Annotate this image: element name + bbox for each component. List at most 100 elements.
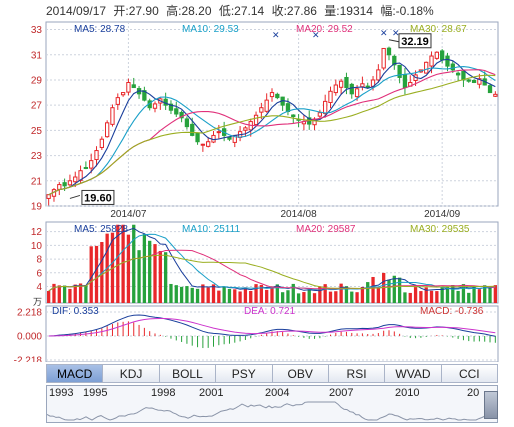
candle-body <box>381 47 386 69</box>
candle-body <box>243 127 248 131</box>
volume-bar <box>413 287 418 303</box>
price-ma-line <box>48 58 496 196</box>
indicator-tabs: MACD KDJ BOLL PSY OBV RSI WVAD CCI <box>46 364 498 383</box>
price-ytick-label: 33 <box>31 25 43 36</box>
volume-bar <box>116 224 120 303</box>
candle-body <box>397 64 402 78</box>
volume-bar <box>249 291 253 303</box>
volume-bar <box>52 283 56 303</box>
price-ytick-label: 19 <box>31 202 43 213</box>
macd-ytick-label: -2.218 <box>14 356 43 363</box>
candle-body <box>434 51 439 59</box>
ex-dividend-marker: ✕ <box>272 30 280 40</box>
volume-bar <box>169 283 173 303</box>
price-xtick-label: 2014/08 <box>281 209 318 220</box>
candle-body <box>200 143 206 146</box>
volume-ytick-label: 6 <box>36 268 42 279</box>
ex-dividend-marker: ✕ <box>392 28 400 38</box>
volume-bar <box>435 291 439 303</box>
timeline-year-label: 2001 <box>199 387 224 399</box>
volume-bar <box>270 286 274 303</box>
volume-bar <box>201 284 205 303</box>
volume-unit-label: 万 <box>33 297 42 307</box>
volume-bar <box>424 287 428 303</box>
tab-macd[interactable]: MACD <box>46 364 103 383</box>
price-ma-line <box>48 74 496 196</box>
timeline-year-label: 20 <box>467 387 480 399</box>
timeline-navigator[interactable]: 1993 1995 1998 2001 2004 2007 2010 20 <box>46 385 498 423</box>
volume-bar <box>302 292 306 303</box>
candle-body <box>73 176 78 183</box>
volume-bar <box>153 244 157 303</box>
volume-bar <box>339 283 343 303</box>
volume-bar <box>163 252 168 303</box>
volume-bar <box>323 284 327 303</box>
volume-bar <box>195 288 200 303</box>
volume-bar <box>328 291 333 303</box>
candle-body <box>386 47 392 56</box>
volume-bar <box>307 289 311 303</box>
candle-body <box>105 122 110 138</box>
min-label-box <box>81 189 115 205</box>
price-ytick-label: 29 <box>31 75 43 86</box>
volume-bar <box>440 287 444 303</box>
tab-wvad[interactable]: WVAD <box>384 364 441 383</box>
candle-body <box>168 103 174 111</box>
candle-body <box>83 167 89 170</box>
volume-bar <box>227 288 232 303</box>
price-ytick-label: 23 <box>31 151 43 162</box>
tab-obv[interactable]: OBV <box>271 364 328 383</box>
candle-body <box>461 70 466 81</box>
candle-body <box>89 160 94 169</box>
volume-bar <box>291 283 295 303</box>
volume-bar <box>68 288 72 303</box>
volume-bar <box>243 287 248 303</box>
volume-bar <box>132 224 136 303</box>
candle-body <box>365 85 370 89</box>
volume-bar <box>185 286 189 303</box>
candle-body <box>269 92 275 98</box>
timeline-year-label: 2007 <box>329 387 354 399</box>
volume-bar <box>392 275 396 303</box>
candle-body <box>445 55 450 67</box>
tab-psy[interactable]: PSY <box>215 364 272 383</box>
min-pointer <box>69 194 81 199</box>
tab-rsi[interactable]: RSI <box>327 364 385 383</box>
candle-body <box>477 78 482 85</box>
candle-body <box>291 114 296 118</box>
macd-dea-line <box>48 318 496 337</box>
timeline-handle-right[interactable] <box>484 391 498 419</box>
candle-body <box>195 132 200 143</box>
candle-body <box>174 108 179 115</box>
volume-bar <box>94 245 99 303</box>
volume-bar <box>483 285 487 303</box>
volume-ma-line <box>48 233 496 292</box>
candle-body <box>360 83 365 88</box>
candle-body <box>333 84 338 94</box>
volume-bar <box>461 284 466 303</box>
tab-kdj[interactable]: KDJ <box>102 364 159 383</box>
price-ytick-label: 21 <box>31 176 43 187</box>
candle-body <box>120 92 126 96</box>
max-pointer <box>388 39 400 43</box>
price-legend-entry: MA30: 28.67 <box>410 24 467 35</box>
price-xtick-label: 2014/07 <box>110 209 147 220</box>
timeline-year-label: 1995 <box>83 387 108 399</box>
candle-body <box>115 97 120 105</box>
candle-body <box>57 184 62 190</box>
candle-body <box>110 107 115 125</box>
volume-bar <box>387 279 391 303</box>
volume-bar <box>148 240 152 303</box>
price-ytick-label: 27 <box>31 101 43 112</box>
candle-body <box>455 72 461 76</box>
tab-cci[interactable]: CCI <box>440 364 498 383</box>
volume-bar <box>57 285 61 303</box>
candle-body <box>253 114 259 125</box>
volume-bar <box>456 290 460 303</box>
price-legend-entry: MA5: 28.78 <box>74 24 126 35</box>
macd-dif-line <box>48 314 496 337</box>
volume-bar <box>376 287 381 303</box>
volume-legend-entry: MA30: 29535 <box>410 224 470 235</box>
tab-boll[interactable]: BOLL <box>158 364 216 383</box>
timeline-year-label: 2004 <box>265 387 290 399</box>
